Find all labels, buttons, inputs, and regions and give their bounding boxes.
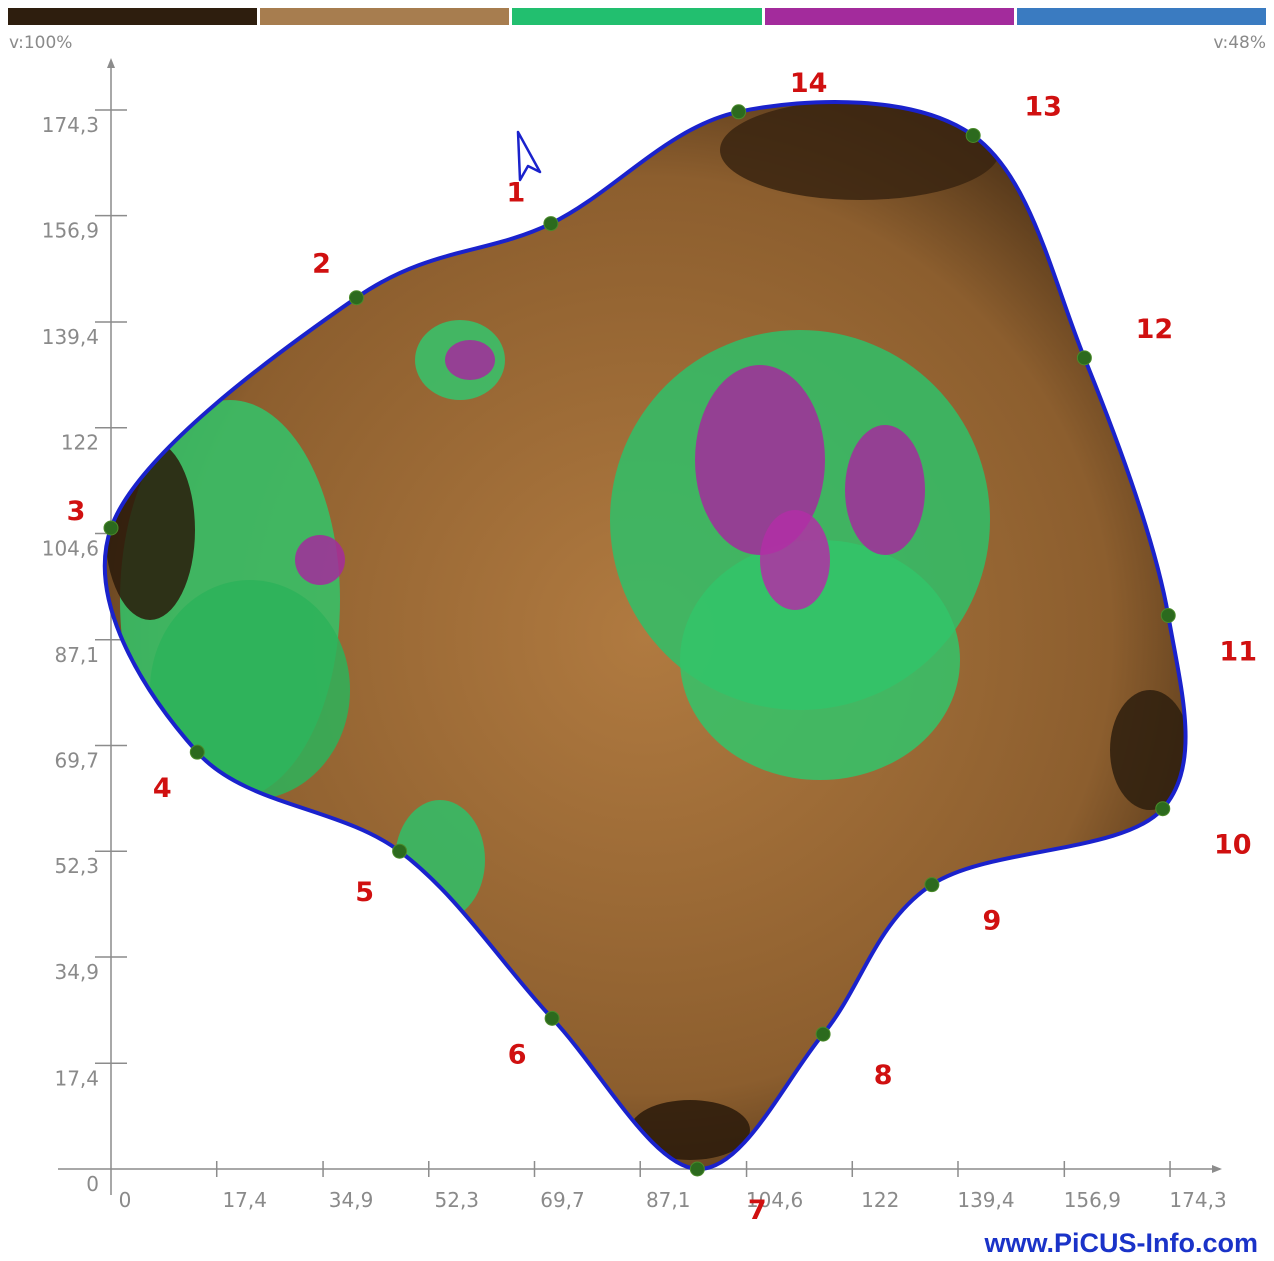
y-tick-label: 87,1: [54, 643, 99, 667]
y-tick-label: 174,3: [42, 113, 99, 137]
measurement-label-6: 6: [508, 1039, 527, 1070]
scale-segment-dark-brown: [8, 8, 258, 25]
y-tick-label: 122: [61, 431, 99, 455]
x-tick-label: 104,6: [746, 1188, 803, 1212]
dark-zone-top: [720, 101, 1000, 200]
y-tick-label: 69,7: [54, 749, 99, 773]
x-tick-label: 87,1: [646, 1188, 691, 1212]
x-tick-label: 174,3: [1169, 1188, 1226, 1212]
measurement-point-2: [348, 290, 364, 306]
measurement-point-6: [544, 1010, 560, 1026]
measurement-point-10: [1155, 801, 1171, 817]
y-axis-arrow-icon: [107, 58, 115, 68]
scale-min-label: v:48%: [1213, 33, 1266, 53]
scale-segment-green: [512, 8, 762, 25]
green-zone-left-lower: [150, 580, 350, 800]
dark-zone-bottom: [630, 1100, 750, 1160]
scale-segment-purple: [764, 8, 1014, 25]
measurement-point-14: [731, 104, 747, 120]
measurement-label-14: 14: [790, 68, 828, 99]
y-tick-label: 0: [86, 1172, 99, 1196]
measurement-label-11: 11: [1219, 636, 1257, 667]
measurement-label-9: 9: [982, 906, 1001, 937]
measurement-point-4: [189, 744, 205, 760]
x-tick-label: 17,4: [222, 1188, 267, 1212]
measurement-label-5: 5: [355, 877, 374, 908]
picus-watermark: www.PiCUS-Info.com: [984, 1228, 1258, 1258]
measurement-label-1: 1: [507, 178, 526, 209]
measurement-point-13: [965, 127, 981, 143]
purple-zone-main: [695, 365, 825, 555]
purple-zone-right: [845, 425, 925, 555]
x-tick-label: 0: [119, 1188, 132, 1212]
measurement-label-3: 3: [67, 496, 86, 527]
purple-zone-stem: [760, 510, 830, 610]
dark-zone-right: [1110, 690, 1186, 810]
measurement-label-7: 7: [748, 1195, 767, 1226]
y-tick-label: 34,9: [54, 960, 99, 984]
measurement-point-3: [103, 520, 119, 536]
x-tick-label: 122: [861, 1188, 899, 1212]
x-tick-label: 52,3: [435, 1188, 480, 1212]
purple-zone-left: [295, 535, 345, 585]
measurement-label-8: 8: [874, 1060, 893, 1091]
measurement-point-8: [815, 1026, 831, 1042]
y-tick-label: 156,9: [42, 219, 99, 243]
scale-max-label: v:100%: [9, 33, 73, 53]
purple-zone-top: [445, 340, 495, 380]
scale-segment-blue: [1016, 8, 1266, 25]
green-zone-center-lower: [680, 540, 960, 780]
measurement-label-2: 2: [312, 249, 331, 280]
scale-segment-light-brown: [260, 8, 510, 25]
x-axis-arrow-icon: [1212, 1165, 1222, 1173]
measurement-label-4: 4: [153, 773, 172, 804]
x-tick-label: 156,9: [1064, 1188, 1121, 1212]
tomogram-fill: [104, 101, 1186, 1170]
measurement-label-13: 13: [1024, 91, 1062, 122]
measurement-point-9: [924, 877, 940, 893]
y-tick-label: 139,4: [42, 325, 99, 349]
measurement-point-12: [1076, 350, 1092, 366]
measurement-point-1: [543, 216, 559, 232]
north-arrow-icon: [516, 130, 542, 182]
measurement-points: [103, 104, 1176, 1177]
axes: 00 17,4 17,4 34,9 34,9 52,3 52,3 69,7 69,7 87,1 87…: [42, 58, 1227, 1212]
measurement-point-5: [392, 843, 408, 859]
y-tick-label: 17,4: [54, 1066, 99, 1090]
measurement-label-12: 12: [1136, 314, 1174, 345]
measurement-point-7: [689, 1161, 705, 1177]
x-tick-label: 139,4: [957, 1188, 1014, 1212]
x-tick-label: 34,9: [329, 1188, 374, 1212]
y-tick-label: 104,6: [42, 536, 99, 560]
measurement-label-10: 10: [1214, 830, 1252, 861]
x-tick-label: 69,7: [540, 1188, 585, 1212]
measurement-point-11: [1160, 607, 1176, 623]
y-tick-label: 52,3: [54, 854, 99, 878]
